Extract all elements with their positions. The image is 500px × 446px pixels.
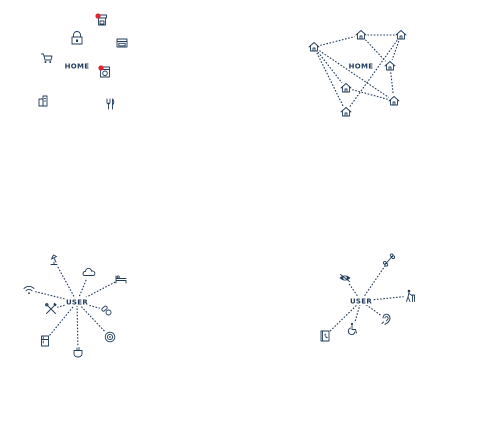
network-link-5 — [389, 34, 402, 67]
network-link-2 — [313, 46, 395, 102]
house-icon — [383, 59, 397, 73]
alert-dot — [95, 13, 101, 19]
house-icon — [387, 94, 401, 108]
hub: HOME — [64, 61, 90, 71]
hub: USER — [348, 296, 374, 306]
hub-label: USER — [350, 298, 372, 306]
network-link-0 — [313, 34, 362, 48]
house-icon — [307, 40, 321, 54]
house-icon — [339, 105, 353, 119]
alert-dot — [98, 65, 104, 71]
hub-link-6 — [44, 301, 78, 342]
panel-user-care: USER — [318, 253, 417, 343]
hub: USER — [64, 297, 90, 307]
cloud-icon — [82, 266, 96, 280]
hub-label: HOME — [65, 63, 90, 71]
network-link-8 — [313, 46, 347, 113]
hub-label: HOME — [349, 63, 374, 71]
hub-link-1 — [360, 259, 390, 302]
eye-icon — [338, 271, 352, 285]
washer-icon — [103, 330, 117, 344]
pills-icon — [99, 303, 113, 317]
hub: HOME — [348, 61, 374, 71]
building-icon — [36, 94, 50, 108]
panel-home-appliances: HOME — [36, 13, 129, 111]
house-icon — [339, 81, 353, 95]
hub-label: USER — [66, 299, 88, 307]
phone-book-icon — [318, 329, 332, 343]
shopping-cart-icon — [40, 51, 54, 65]
panel-user-smart-home: USER — [22, 253, 128, 359]
fridge-icon — [38, 334, 52, 348]
network-link-7 — [345, 87, 395, 102]
house-icon — [394, 28, 408, 42]
wheelchair-icon — [346, 322, 360, 336]
oven-icon — [115, 36, 129, 50]
hearing-aid-icon — [379, 312, 393, 326]
pot-icon — [71, 345, 85, 359]
coffee-machine-icon — [95, 13, 109, 27]
wifi-icon — [22, 283, 36, 297]
lock-icon — [70, 31, 84, 45]
hub-link-3 — [324, 300, 362, 337]
network-link-1 — [313, 46, 347, 89]
panel-home-network: HOME — [307, 28, 408, 119]
tools-icon — [44, 302, 58, 316]
bone-icon — [382, 253, 396, 267]
cutlery-icon — [103, 97, 117, 111]
house-icon — [354, 28, 368, 42]
network-link-4 — [360, 34, 391, 67]
hub-link-0 — [53, 259, 78, 303]
lamp-icon — [47, 253, 61, 267]
bed-icon — [114, 272, 128, 286]
hub-link-7 — [76, 301, 79, 353]
washing-machine-icon — [98, 65, 112, 79]
elderly-walker-icon — [403, 289, 417, 303]
